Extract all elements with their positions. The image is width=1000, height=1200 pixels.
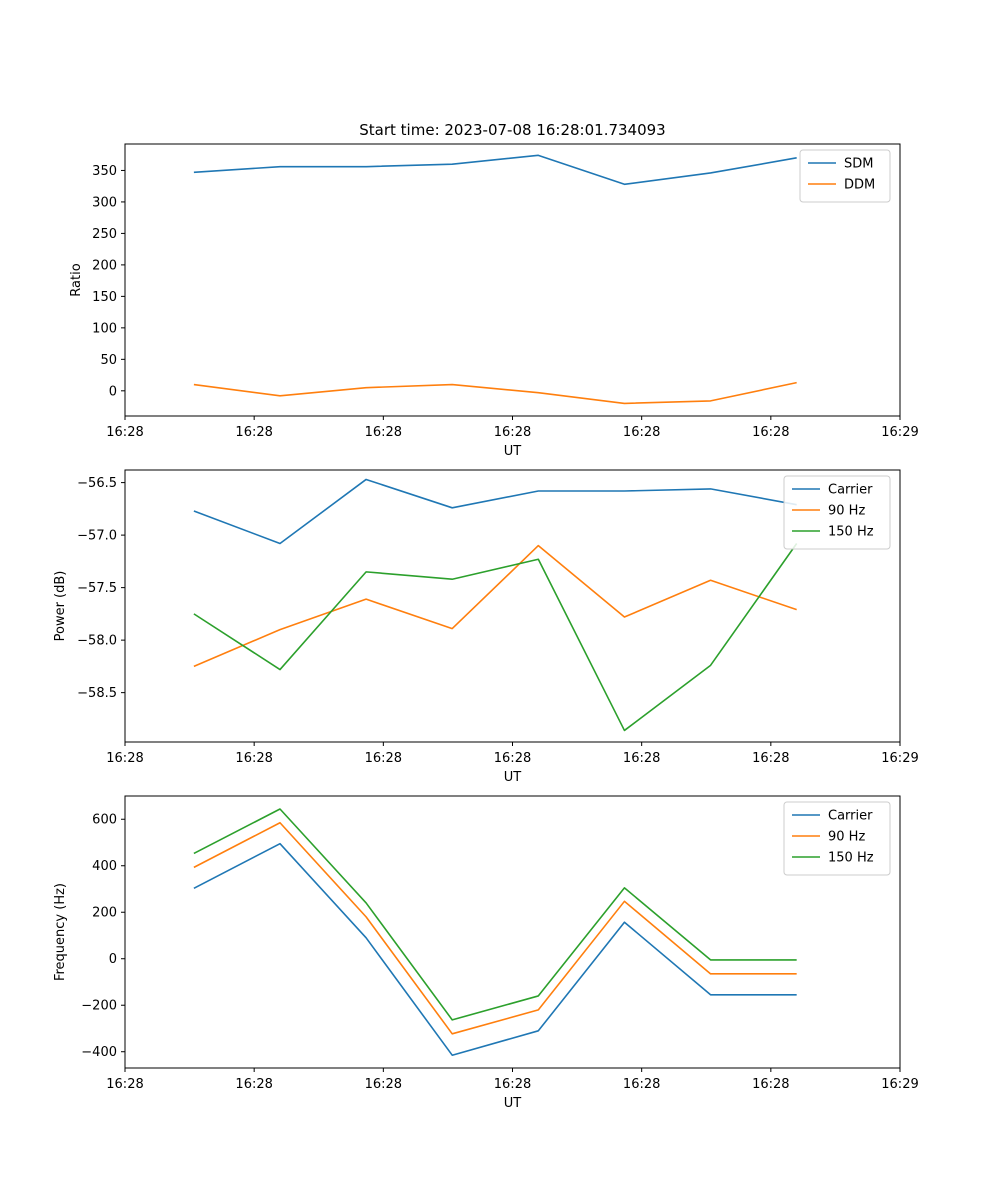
- series-line-carrier: [193, 478, 797, 545]
- y-tick-label: −57.0: [77, 529, 117, 544]
- chart-panel-1: 16:28 16:28 16:28 16:28 16:28 16:28 16:29 0 50 10…: [69, 121, 919, 459]
- y-tick-label: 100: [92, 321, 117, 336]
- legend: Carrier 90 Hz 150 Hz: [783, 475, 891, 550]
- y-axis-label: Frequency (Hz): [53, 883, 68, 981]
- series-line-150-hz: [193, 543, 798, 732]
- x-tick-label: 16:28: [494, 425, 531, 440]
- legend: Carrier 90 Hz 150 Hz: [783, 801, 891, 876]
- x-tick-label: 16:28: [365, 751, 402, 766]
- series-line-90-hz: [193, 821, 797, 1035]
- x-tick-label: 16:28: [752, 1077, 789, 1092]
- x-tick-label: 16:28: [106, 425, 143, 440]
- y-tick-label: −400: [81, 1045, 117, 1060]
- x-tick-label: 16:28: [365, 1077, 402, 1092]
- legend-label: Carrier: [828, 809, 873, 824]
- y-tick-label: 400: [92, 859, 117, 874]
- legend-label: 150 Hz: [828, 851, 874, 866]
- y-axis-label: Ratio: [69, 263, 84, 296]
- x-tick-label: 16:29: [881, 1077, 918, 1092]
- x-axis-label: UT: [504, 770, 522, 785]
- x-axis-label: UT: [504, 444, 522, 459]
- y-tick-label: 0: [109, 384, 117, 399]
- x-tick-label: 16:28: [235, 425, 272, 440]
- x-axis-label: UT: [504, 1096, 522, 1111]
- x-tick-label: 16:28: [623, 425, 660, 440]
- y-tick-label: 350: [92, 164, 117, 179]
- x-tick-label: 16:28: [494, 751, 531, 766]
- x-tick-label: 16:28: [365, 425, 402, 440]
- x-tick-label: 16:28: [623, 1077, 660, 1092]
- series-line-sdm: [193, 154, 797, 186]
- chart-panel-3: 16:28 16:28 16:28 16:28 16:28 16:28 16:29 −400 −…: [53, 795, 919, 1111]
- y-tick-label: 50: [100, 353, 117, 368]
- x-tick-label: 16:28: [106, 1077, 143, 1092]
- y-tick-label: −58.0: [77, 634, 117, 649]
- legend-label: 150 Hz: [828, 525, 874, 540]
- legend-label: SDM: [844, 157, 873, 172]
- x-tick-label: 16:28: [235, 1077, 272, 1092]
- x-tick-label: 16:28: [752, 425, 789, 440]
- y-tick-label: −56.5: [77, 476, 117, 491]
- y-tick-label: 0: [109, 952, 117, 967]
- x-tick-label: 16:28: [752, 751, 789, 766]
- series-line-carrier: [193, 842, 797, 1057]
- chart-title: Start time: 2023-07-08 16:28:01.734093: [359, 121, 665, 139]
- x-tick-label: 16:28: [623, 751, 660, 766]
- y-tick-label: 300: [92, 195, 117, 210]
- chart-panel-2: 16:28 16:28 16:28 16:28 16:28 16:28 16:29 −58.5…: [53, 469, 919, 785]
- y-tick-label: −58.5: [77, 686, 117, 701]
- x-tick-label: 16:29: [881, 751, 918, 766]
- x-tick-label: 16:28: [494, 1077, 531, 1092]
- y-tick-label: 600: [92, 813, 117, 828]
- legend-label: 90 Hz: [828, 504, 865, 519]
- legend: SDM DDM: [799, 149, 891, 203]
- legend-label: 90 Hz: [828, 830, 865, 845]
- series-line-90-hz: [193, 544, 797, 668]
- y-axis-label: Power (dB): [53, 571, 68, 642]
- legend-label: Carrier: [828, 483, 873, 498]
- series-line-150-hz: [193, 808, 797, 1021]
- y-tick-label: −200: [81, 999, 117, 1014]
- y-tick-label: 200: [92, 258, 117, 273]
- y-tick-label: −57.5: [77, 581, 117, 596]
- legend-label: DDM: [844, 178, 875, 193]
- x-tick-label: 16:28: [106, 751, 143, 766]
- y-tick-label: 250: [92, 227, 117, 242]
- x-tick-label: 16:29: [881, 425, 918, 440]
- x-tick-label: 16:28: [235, 751, 272, 766]
- series-line-ddm: [193, 381, 797, 405]
- y-tick-label: 200: [92, 906, 117, 921]
- y-tick-label: 150: [92, 290, 117, 305]
- axes-frame: [124, 143, 901, 417]
